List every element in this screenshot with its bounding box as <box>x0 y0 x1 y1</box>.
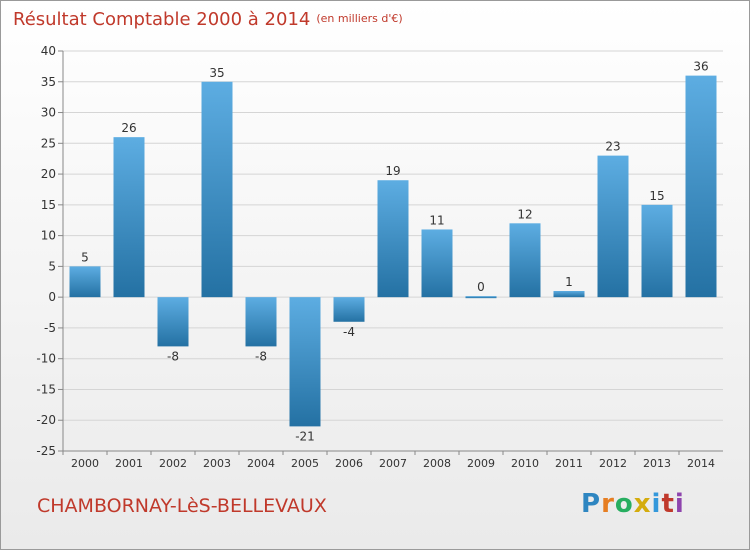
x-tick-label: 2002 <box>159 457 187 470</box>
data-label: 0 <box>477 280 485 294</box>
data-label: -21 <box>295 429 315 443</box>
y-tick-label: 5 <box>48 259 56 273</box>
bar <box>113 137 145 298</box>
y-tick-label: -25 <box>36 444 56 458</box>
y-tick-label: 15 <box>41 198 56 212</box>
y-tick-label: -20 <box>36 413 56 427</box>
x-tick-label: 2003 <box>203 457 231 470</box>
bar <box>421 229 453 298</box>
x-tick-label: 2014 <box>687 457 715 470</box>
bar <box>553 291 585 298</box>
y-tick-labels: -25 -20 -15 -10 -5 0 5 10 15 20 25 30 35 40 <box>36 44 56 458</box>
x-tick-label: 2010 <box>511 457 539 470</box>
bar <box>465 296 497 299</box>
bar <box>157 297 189 347</box>
chart-subtitle: (en milliers d'€) <box>316 12 403 25</box>
chart-title-text: Résultat Comptable 2000 à 2014 <box>13 9 311 30</box>
x-tick-label: 2007 <box>379 457 407 470</box>
x-tick-label: 2009 <box>467 457 495 470</box>
bars <box>69 75 717 427</box>
chart-title: Résultat Comptable 2000 à 2014 (en millie… <box>13 9 403 30</box>
bar <box>201 81 233 298</box>
bar <box>509 223 541 298</box>
x-tick-label: 2006 <box>335 457 363 470</box>
bar <box>641 204 673 298</box>
x-tick-label: 2000 <box>71 457 99 470</box>
logo-letter: r <box>601 489 615 519</box>
data-label: -8 <box>167 349 179 363</box>
data-label: 36 <box>693 60 708 74</box>
bar <box>377 180 409 298</box>
y-tick-label: -10 <box>36 352 56 366</box>
x-tick-label: 2011 <box>555 457 583 470</box>
data-label: 11 <box>429 213 444 227</box>
bar <box>289 297 321 427</box>
data-label: 35 <box>209 66 224 80</box>
data-label: 23 <box>605 140 620 154</box>
y-tick-label: 20 <box>41 167 56 181</box>
data-label: 12 <box>517 207 532 221</box>
y-tick-label: 35 <box>41 75 56 89</box>
data-label: 15 <box>649 189 664 203</box>
data-label: -8 <box>255 349 267 363</box>
axes <box>62 51 723 455</box>
logo-letter: x <box>633 489 652 519</box>
y-tick-label: -15 <box>36 382 56 396</box>
logo-letter: i <box>674 489 685 519</box>
y-tick-label: 25 <box>41 136 56 150</box>
x-tick-labels: 2000 2001 2002 2003 2004 2005 2006 2007 2008 2009… <box>71 457 715 470</box>
data-label: 19 <box>385 164 400 178</box>
data-label: -4 <box>343 325 355 339</box>
x-tick-label: 2005 <box>291 457 319 470</box>
x-tick-label: 2013 <box>643 457 671 470</box>
x-tick-label: 2012 <box>599 457 627 470</box>
x-tick-label: 2001 <box>115 457 143 470</box>
x-tick-label: 2004 <box>247 457 275 470</box>
commune-name: CHAMBORNAY-LèS-BELLEVAUX <box>37 495 327 517</box>
logo-letter: t <box>661 489 675 519</box>
logo-letter: o <box>614 489 634 519</box>
logo-letter: P <box>581 489 602 519</box>
bar <box>685 75 717 298</box>
bar <box>333 297 365 322</box>
y-tick-label: 10 <box>41 229 56 243</box>
y-tick-label: 0 <box>48 290 56 304</box>
data-label: 26 <box>121 121 136 135</box>
x-tick-label: 2008 <box>423 457 451 470</box>
bar <box>597 155 629 298</box>
bar <box>245 297 277 347</box>
bar <box>69 266 101 298</box>
y-tick-label: 30 <box>41 106 56 120</box>
data-label: 5 <box>81 250 89 264</box>
data-labels: 5 26 -8 35 -8 -21 -4 19 11 0 12 1 23 15 36 <box>81 60 708 444</box>
y-tick-label: -5 <box>44 321 56 335</box>
logo-letter: i <box>651 489 662 519</box>
proxiti-logo: Proxiti <box>581 489 685 519</box>
y-tick-label: 40 <box>41 44 56 58</box>
data-label: 1 <box>565 275 573 289</box>
